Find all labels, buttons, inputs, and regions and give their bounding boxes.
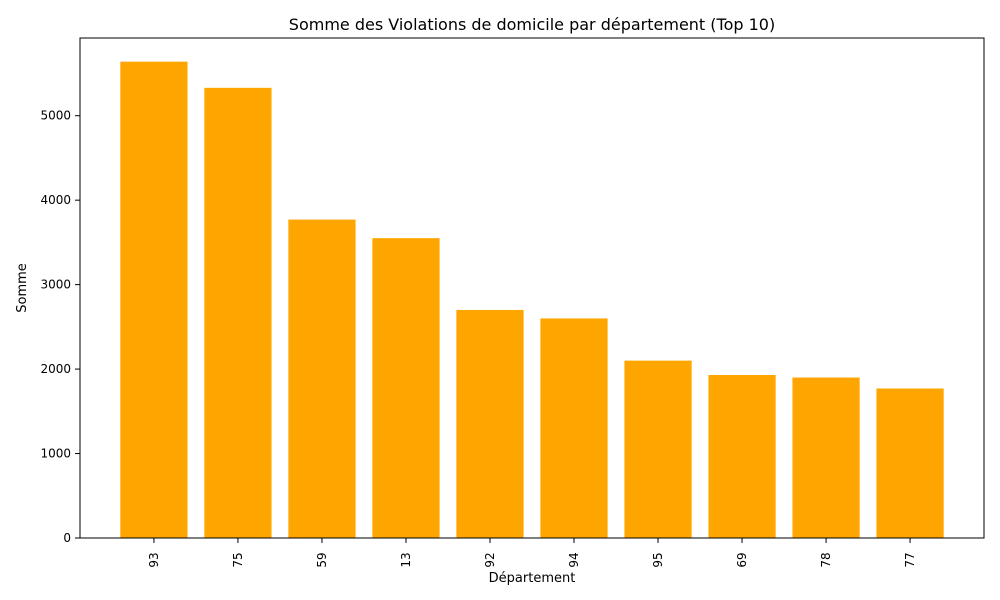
x-tick-label: 78 [819, 552, 833, 567]
y-tick-label: 1000 [40, 447, 71, 461]
bar-69 [708, 374, 776, 538]
y-tick-label: 2000 [40, 362, 71, 376]
x-tick-label: 93 [147, 552, 161, 567]
y-axis-ticks: 0 1000 2000 3000 4000 5000 [40, 109, 80, 545]
x-tick-label: 77 [903, 552, 917, 567]
plot-frame [79, 37, 985, 539]
x-axis-label: Département [489, 571, 576, 586]
bar-94 [540, 318, 608, 538]
y-axis-label: Somme [15, 263, 30, 313]
y-tick-label: 5000 [40, 109, 71, 123]
bar-92 [456, 309, 524, 538]
x-tick-label: 59 [315, 552, 329, 567]
bar-75 [204, 87, 272, 538]
y-tick-label: 0 [63, 531, 71, 545]
x-tick-label: 75 [231, 552, 245, 567]
chart-title: Somme des Violations de domicile par dép… [289, 15, 775, 34]
bar-95 [624, 360, 692, 538]
bar-78 [792, 377, 860, 538]
x-tick-label: 92 [483, 552, 497, 567]
x-tick-label: 94 [567, 552, 581, 567]
y-tick-label: 4000 [40, 193, 71, 207]
x-tick-label: 69 [735, 552, 749, 567]
x-tick-label: 13 [399, 552, 413, 567]
bar-93 [120, 61, 188, 538]
bar-13 [372, 238, 440, 538]
x-tick-label: 95 [651, 552, 665, 567]
y-tick-label: 3000 [40, 278, 71, 292]
bars-group [120, 61, 944, 539]
bar-59 [288, 219, 356, 539]
bar-77 [876, 388, 944, 538]
x-axis-ticks: 93 75 59 13 92 94 95 69 78 77 [147, 538, 917, 568]
